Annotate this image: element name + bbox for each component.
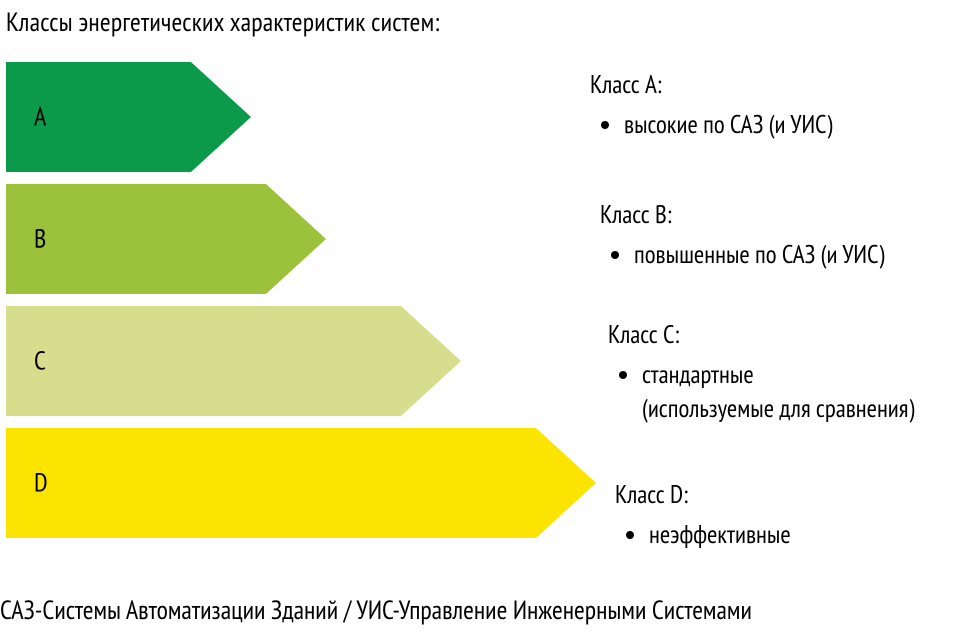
class-desc-b: Класс B: повышенные по САЗ (и УИС) [600, 198, 884, 272]
class-bullets-a: высокие по САЗ (и УИС) [590, 108, 832, 142]
class-bullet: повышенные по САЗ (и УИС) [634, 238, 884, 272]
class-heading-a: Класс A: [590, 68, 832, 102]
class-desc-d: Класс D: неэффективные [615, 478, 791, 552]
class-letter-c: C [34, 345, 46, 378]
diagram-title: Классы энергетических характеристик сист… [6, 6, 440, 39]
class-heading-b: Класс B: [600, 198, 884, 232]
energy-classes-diagram: Классы энергетических характеристик сист… [0, 0, 971, 633]
class-letter-b: B [34, 223, 46, 256]
class-heading-d: Класс D: [615, 478, 791, 512]
class-bullet: стандартные(используемые для сравнения) [642, 358, 914, 426]
class-bullet: неэффективные [649, 518, 791, 552]
class-desc-c: Класс C: стандартные(используемые для ср… [608, 318, 914, 425]
class-arrow-d: D [6, 428, 596, 538]
class-bullets-b: повышенные по САЗ (и УИС) [600, 238, 884, 272]
diagram-footnote: САЗ-Системы Автоматизации Зданий / УИС-У… [0, 594, 752, 627]
class-bullet: высокие по САЗ (и УИС) [624, 108, 832, 142]
class-letter-a: A [34, 101, 46, 134]
class-bullets-d: неэффективные [615, 518, 791, 552]
class-heading-c: Класс C: [608, 318, 914, 352]
class-bullets-c: стандартные(используемые для сравнения) [608, 358, 914, 426]
class-desc-a: Класс A: высокие по САЗ (и УИС) [590, 68, 832, 142]
class-arrow-c: C [6, 306, 461, 416]
class-letter-d: D [34, 467, 48, 500]
class-arrow-a: A [6, 62, 251, 172]
class-arrow-b: B [6, 184, 326, 294]
